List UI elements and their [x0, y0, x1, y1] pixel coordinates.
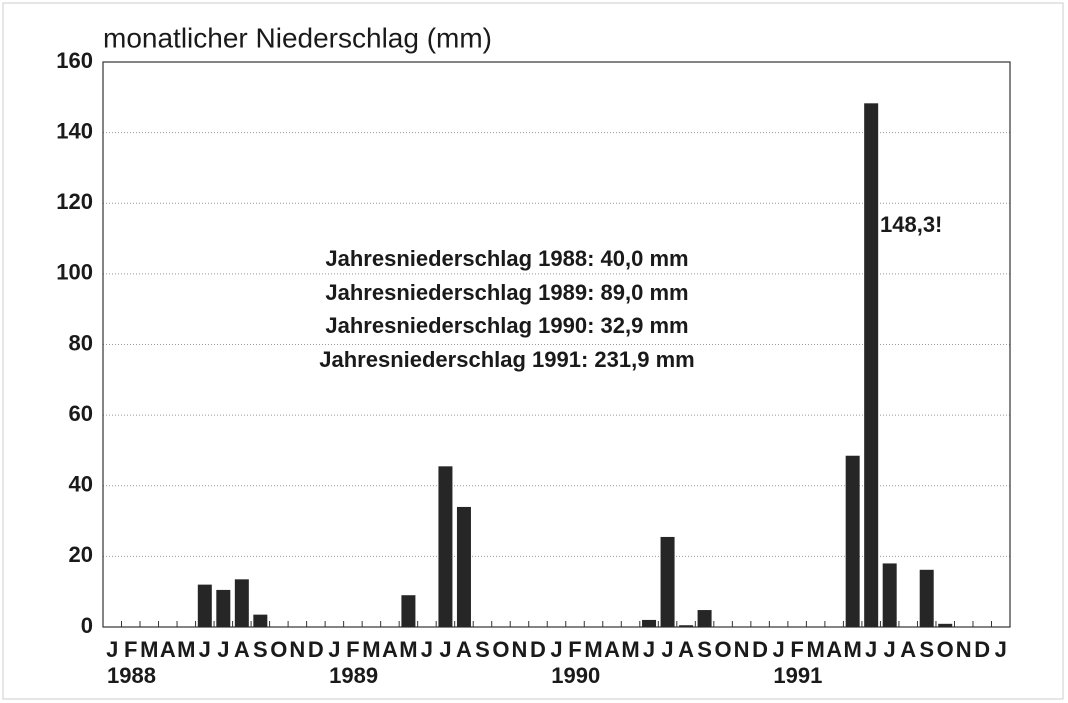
- x-tick-label: M: [362, 637, 380, 662]
- x-tick-label: N: [956, 637, 972, 662]
- year-label: 1988: [107, 663, 156, 688]
- x-tick-label: O: [270, 637, 287, 662]
- bar: [919, 569, 934, 627]
- x-tick-label: S: [475, 637, 490, 662]
- x-tick-label: F: [790, 637, 803, 662]
- x-tick-label: M: [843, 637, 861, 662]
- y-tick-label: 100: [56, 260, 93, 285]
- year-label: 1991: [773, 663, 822, 688]
- x-tick-label: J: [439, 637, 451, 662]
- x-tick-label: M: [621, 637, 639, 662]
- bar: [697, 610, 712, 627]
- x-tick-label: J: [643, 637, 655, 662]
- bar: [679, 625, 694, 627]
- y-tick-label: 160: [56, 48, 93, 73]
- bar: [216, 589, 231, 627]
- x-tick-label: J: [328, 637, 340, 662]
- x-tick-label: N: [734, 637, 750, 662]
- bar: [234, 579, 249, 627]
- x-tick-label: S: [919, 637, 934, 662]
- x-tick-label: J: [865, 637, 877, 662]
- x-tick-label: A: [900, 637, 916, 662]
- x-tick-label: A: [456, 637, 472, 662]
- x-tick-label: N: [512, 637, 528, 662]
- x-tick-label: A: [826, 637, 842, 662]
- bar: [642, 619, 657, 627]
- annotation: Jahresniederschlag 1989: 89,0 mm: [325, 280, 688, 305]
- y-tick-label: 0: [81, 613, 93, 638]
- y-tick-label: 40: [69, 472, 93, 497]
- x-tick-label: J: [772, 637, 784, 662]
- x-tick-label: O: [937, 637, 954, 662]
- peak-label: 148,3!: [880, 212, 942, 237]
- x-tick-label: M: [140, 637, 158, 662]
- x-tick-label: A: [160, 637, 176, 662]
- x-tick-label: S: [253, 637, 268, 662]
- x-tick-label: N: [289, 637, 305, 662]
- x-tick-label: O: [715, 637, 732, 662]
- y-tick-label: 60: [69, 401, 93, 426]
- bar: [456, 506, 471, 627]
- annotation: Jahresniederschlag 1988: 40,0 mm: [325, 246, 688, 271]
- y-tick-label: 80: [69, 330, 93, 355]
- x-tick-label: J: [995, 637, 1007, 662]
- annotation: Jahresniederschlag 1991: 231,9 mm: [319, 347, 694, 372]
- plot-frame: [102, 61, 1011, 628]
- x-tick-label: M: [584, 637, 602, 662]
- bar: [882, 563, 897, 627]
- x-tick-label: J: [199, 637, 211, 662]
- x-tick-label: A: [604, 637, 620, 662]
- bar: [864, 103, 879, 628]
- bar: [660, 536, 675, 627]
- x-tick-label: J: [106, 637, 118, 662]
- year-label: 1989: [329, 663, 378, 688]
- x-tick-label: D: [530, 637, 546, 662]
- x-tick-label: F: [568, 637, 581, 662]
- y-tick-label: 120: [56, 189, 93, 214]
- x-tick-label: D: [974, 637, 990, 662]
- bar: [438, 466, 453, 627]
- x-tick-label: O: [492, 637, 509, 662]
- bar: [401, 595, 416, 627]
- x-tick-label: D: [308, 637, 324, 662]
- y-tick-label: 20: [69, 542, 93, 567]
- x-tick-label: M: [806, 637, 824, 662]
- y-tick-label: 140: [56, 118, 93, 143]
- x-tick-label: M: [177, 637, 195, 662]
- bar: [845, 455, 860, 627]
- x-tick-label: D: [752, 637, 768, 662]
- x-tick-label: J: [421, 637, 433, 662]
- x-tick-label: A: [234, 637, 250, 662]
- chart-title: monatlicher Niederschlag (mm): [103, 22, 492, 53]
- bar: [938, 623, 953, 627]
- x-tick-label: J: [217, 637, 229, 662]
- x-tick-label: F: [124, 637, 137, 662]
- bar: [253, 614, 268, 627]
- x-tick-label: J: [884, 637, 896, 662]
- x-tick-label: M: [399, 637, 417, 662]
- bar: [197, 584, 212, 627]
- x-tick-label: J: [550, 637, 562, 662]
- x-tick-label: A: [382, 637, 398, 662]
- x-tick-label: J: [661, 637, 673, 662]
- x-tick-label: A: [678, 637, 694, 662]
- year-label: 1990: [551, 663, 600, 688]
- x-tick-label: S: [697, 637, 712, 662]
- x-tick-label: F: [346, 637, 359, 662]
- annotation: Jahresniederschlag 1990: 32,9 mm: [325, 313, 688, 338]
